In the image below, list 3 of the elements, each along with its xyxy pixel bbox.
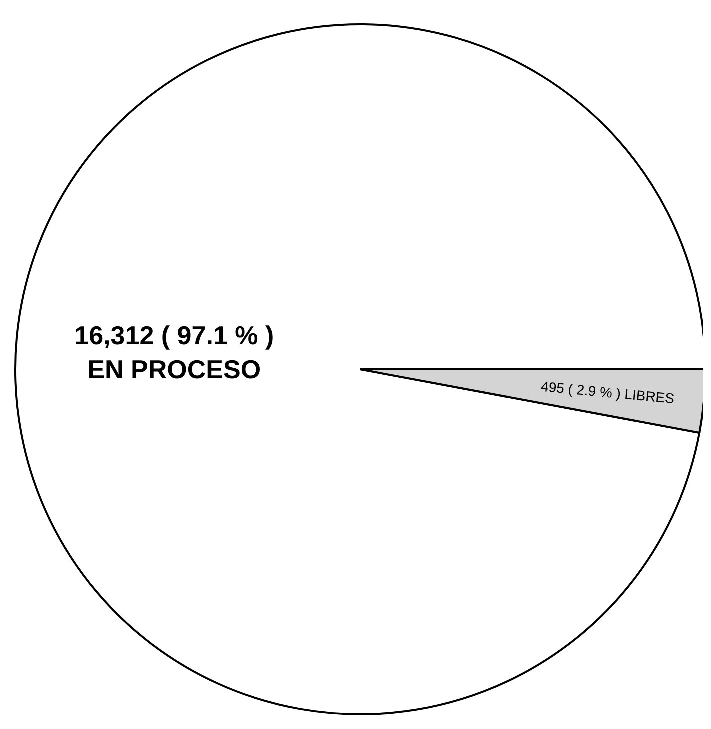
slice-label: 495 ( 2.9 % ) LIBRES [540, 378, 676, 407]
slice-label: EN PROCESO [88, 354, 262, 384]
data-label: 16,312 ( 97.1 % ) [74, 320, 274, 350]
